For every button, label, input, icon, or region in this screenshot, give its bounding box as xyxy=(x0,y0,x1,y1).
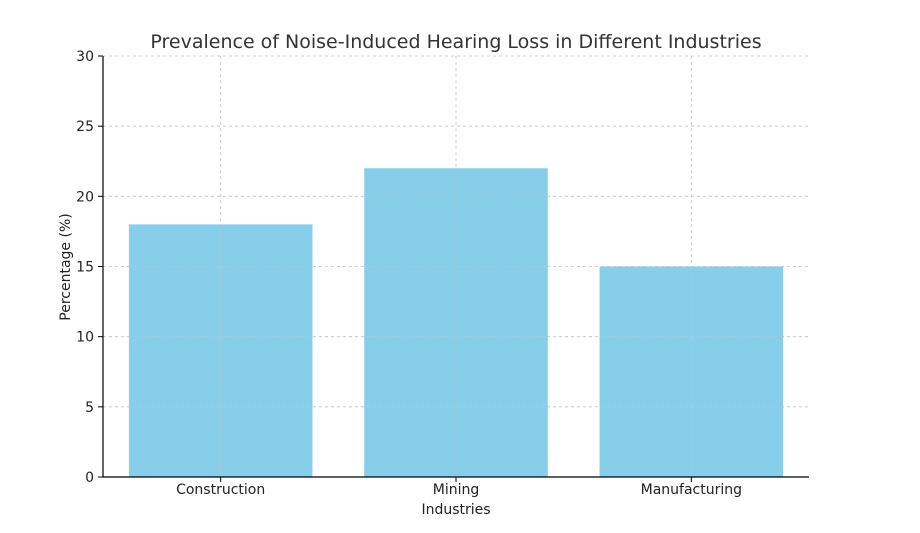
y-tick-label: 20 xyxy=(76,189,94,205)
x-tick-label: Manufacturing xyxy=(641,482,742,498)
bars xyxy=(103,55,809,478)
x-axis-label: Industries xyxy=(421,502,490,518)
y-tick-label: 5 xyxy=(85,400,94,416)
chart-title: Prevalence of Noise-Induced Hearing Loss… xyxy=(150,31,761,53)
x-tick-label: Mining xyxy=(433,482,480,498)
y-tick-label: 15 xyxy=(76,260,94,276)
y-tick-label: 0 xyxy=(85,470,94,486)
tick-labels: 0 5 10 15 20 25 30 Construction Mining Manufactur… xyxy=(76,49,742,498)
x-tick-label: Construction xyxy=(176,482,265,498)
y-axis-label: Percentage (%) xyxy=(58,213,74,320)
y-tick-label: 30 xyxy=(76,49,94,65)
y-tick-label: 25 xyxy=(76,119,94,135)
y-tick-label: 10 xyxy=(76,330,94,346)
